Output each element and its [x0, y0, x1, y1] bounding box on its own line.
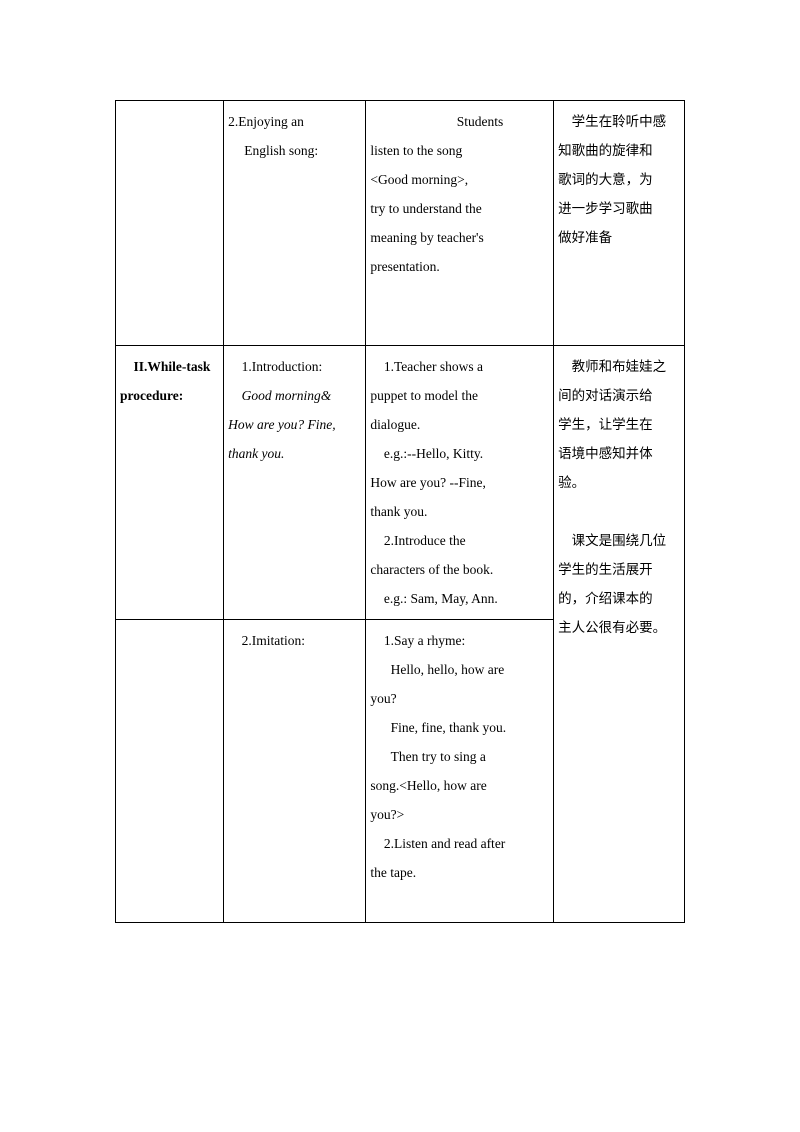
- cell-procedure: Students listen to the song <Good mornin…: [366, 101, 554, 346]
- text: 语境中感知并体: [558, 439, 680, 468]
- text: 主人公很有必要。: [558, 613, 680, 642]
- text: How are you? --Fine,: [370, 468, 549, 497]
- text: listen to the song: [370, 136, 549, 165]
- lesson-plan-table: 2.Enjoying an English song: Students lis…: [115, 100, 685, 923]
- text: meaning by teacher's: [370, 223, 549, 252]
- text: try to understand the: [370, 194, 549, 223]
- text: characters of the book.: [370, 555, 549, 584]
- text: you?: [370, 684, 549, 713]
- text: 学生，让学生在: [558, 410, 680, 439]
- text: thank you.: [228, 439, 361, 468]
- text: thank you.: [370, 497, 549, 526]
- text: II.While-task: [120, 352, 219, 381]
- text: dialogue.: [370, 410, 549, 439]
- text: English song:: [228, 136, 361, 165]
- text: 间的对话演示给: [558, 381, 680, 410]
- cell-stage: II.While-task procedure:: [116, 346, 224, 620]
- text: 2.Imitation:: [228, 626, 361, 655]
- cell-activity: 2.Imitation:: [224, 620, 366, 923]
- text: 2.Listen and read after: [370, 829, 549, 858]
- text: <Good morning>,: [370, 165, 549, 194]
- text: e.g.: Sam, May, Ann.: [370, 584, 549, 613]
- cell-stage: [116, 101, 224, 346]
- text: Fine, fine, thank you.: [370, 713, 549, 742]
- text: 做好准备: [558, 223, 680, 252]
- text: 进一步学习歌曲: [558, 194, 680, 223]
- text: you?>: [370, 800, 549, 829]
- cell-procedure: 1.Say a rhyme: Hello, hello, how are you…: [366, 620, 554, 923]
- text: procedure:: [120, 381, 219, 410]
- text: How are you? Fine,: [228, 410, 361, 439]
- text: 1.Teacher shows a: [370, 352, 549, 381]
- text: song.<Hello, how are: [370, 771, 549, 800]
- table-row: 2.Enjoying an English song: Students lis…: [116, 101, 685, 346]
- text: e.g.:--Hello, Kitty.: [370, 439, 549, 468]
- text: 学生在聆听中感: [558, 107, 680, 136]
- text: Good morning&: [228, 381, 361, 410]
- cell-procedure: 1.Teacher shows a puppet to model the di…: [366, 346, 554, 620]
- cell-purpose: 教师和布娃娃之 间的对话演示给 学生，让学生在 语境中感知并体 验。 课文是围绕…: [554, 346, 685, 923]
- text: the tape.: [370, 858, 549, 887]
- text: 2.Introduce the: [370, 526, 549, 555]
- text: 的，介绍课本的: [558, 584, 680, 613]
- text: 学生的生活展开: [558, 555, 680, 584]
- cell-activity: 1.Introduction: Good morning& How are yo…: [224, 346, 366, 620]
- cell-purpose: 学生在聆听中感 知歌曲的旋律和 歌词的大意，为 进一步学习歌曲 做好准备: [554, 101, 685, 346]
- text: 课文是围绕几位: [558, 526, 680, 555]
- cell-activity: 2.Enjoying an English song:: [224, 101, 366, 346]
- text: Students: [370, 107, 549, 136]
- text: 2.Enjoying an: [228, 107, 361, 136]
- table-row: II.While-task procedure: 1.Introduction:…: [116, 346, 685, 620]
- text: puppet to model the: [370, 381, 549, 410]
- text: 歌词的大意，为: [558, 165, 680, 194]
- text: 1.Say a rhyme:: [370, 626, 549, 655]
- cell-stage: [116, 620, 224, 923]
- text: Hello, hello, how are: [370, 655, 549, 684]
- document-page: 2.Enjoying an English song: Students lis…: [0, 0, 800, 1003]
- text: presentation.: [370, 252, 549, 281]
- text: 知歌曲的旋律和: [558, 136, 680, 165]
- text: 1.Introduction:: [228, 352, 361, 381]
- text: Then try to sing a: [370, 742, 549, 771]
- text: 教师和布娃娃之: [558, 352, 680, 381]
- text: 验。: [558, 468, 680, 497]
